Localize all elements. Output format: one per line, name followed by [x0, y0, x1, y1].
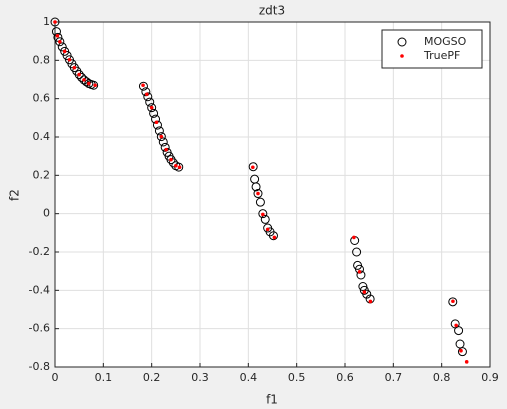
marker-circle: [74, 70, 84, 80]
marker-circle: [149, 108, 159, 118]
x-tick-label: 0.1: [95, 371, 113, 384]
marker-circle: [138, 81, 148, 91]
marker-dot: [62, 49, 67, 54]
marker-circle: [145, 97, 155, 107]
legend-label: MOGSO: [424, 35, 467, 48]
marker-dot: [82, 78, 86, 82]
marker-dot: [454, 323, 458, 328]
x-tick-label: 0.5: [288, 371, 306, 384]
x-tick-label: 0: [52, 371, 59, 384]
marker-dot: [141, 83, 145, 88]
y-tick-label: 0.8: [33, 53, 51, 66]
marker-dot: [72, 65, 77, 70]
marker-circle: [166, 155, 176, 165]
x-tick-label: 0.4: [240, 371, 258, 384]
marker-dot: [357, 269, 362, 274]
marker-dot: [58, 39, 62, 44]
marker-circle: [268, 231, 278, 241]
marker-circle: [362, 289, 372, 299]
marker-dot: [451, 299, 455, 304]
marker-dot: [67, 57, 72, 62]
marker-dot: [368, 299, 373, 304]
marker-circle: [397, 37, 407, 47]
marker-dot: [154, 120, 159, 125]
marker-dot: [169, 157, 173, 162]
marker-circle: [160, 142, 170, 152]
marker-dot: [55, 34, 60, 38]
x-tick-label: 0.8: [433, 371, 451, 384]
marker-circle: [255, 197, 265, 207]
x-tick-label: 0.9: [481, 371, 499, 384]
marker-circle: [258, 209, 268, 219]
marker-dot: [464, 360, 469, 364]
marker-dot: [272, 235, 277, 240]
marker-circle: [57, 42, 67, 52]
marker-dot: [93, 83, 97, 88]
x-tick-label: 0.2: [143, 371, 161, 384]
x-tick-label: 0.3: [191, 371, 209, 384]
y-tick-label: 0: [43, 207, 50, 220]
y-tick-label: 0.2: [33, 168, 51, 181]
marker-dot: [87, 81, 91, 86]
marker-circle: [358, 282, 368, 291]
marker-circle: [60, 46, 70, 56]
x-axis-label: f1: [266, 393, 278, 407]
x-tick-label: 0.7: [385, 371, 403, 384]
y-tick-label: -0.4: [29, 283, 50, 296]
y-tick-label: -0.6: [29, 322, 50, 335]
marker-dot: [77, 72, 81, 77]
marker-dot: [145, 92, 149, 97]
marker-circle: [260, 214, 270, 224]
y-tick-label: 0.6: [33, 92, 51, 105]
marker-circle: [253, 189, 263, 199]
marker-circle: [147, 103, 157, 113]
marker-circle: [158, 137, 168, 147]
marker-circle: [457, 347, 467, 357]
marker-circle: [352, 247, 362, 257]
marker-dot: [159, 134, 164, 139]
plot-area: [55, 22, 490, 367]
y-tick-label: 0.4: [33, 130, 51, 143]
marker-circle: [55, 37, 65, 47]
marker-dot: [149, 105, 154, 110]
y-tick-label: 1: [43, 15, 50, 28]
marker-dot: [251, 165, 255, 170]
marker-circle: [454, 326, 464, 336]
marker-dot: [400, 54, 404, 58]
marker-circle: [62, 51, 72, 61]
y-tick-label: -0.8: [29, 360, 50, 373]
marker-dot: [53, 20, 57, 24]
marker-circle: [154, 126, 164, 136]
marker-dot: [261, 212, 265, 217]
marker-circle: [50, 17, 60, 27]
marker-circle: [248, 162, 258, 172]
marker-circle: [448, 297, 458, 307]
marker-dot: [362, 290, 367, 294]
marker-dot: [459, 348, 463, 353]
marker-dot: [352, 235, 356, 240]
marker-dot: [256, 191, 260, 196]
marker-circle: [251, 182, 261, 192]
axes-box: [54, 21, 491, 368]
legend-box: [381, 29, 483, 69]
y-axis-label: f2: [8, 189, 22, 201]
marker-circle: [81, 77, 91, 87]
marker-dot: [174, 163, 178, 168]
marker-circle: [89, 80, 99, 90]
x-tick-label: 0.6: [336, 371, 354, 384]
marker-circle: [156, 132, 166, 142]
marker-dot: [164, 147, 168, 152]
marker-circle: [53, 32, 63, 42]
chart-title: zdt3: [259, 4, 285, 18]
marker-dot: [265, 227, 270, 232]
y-tick-label: -0.2: [29, 245, 50, 258]
legend-label: TruePF: [423, 49, 460, 62]
marker-dot: [177, 165, 182, 170]
